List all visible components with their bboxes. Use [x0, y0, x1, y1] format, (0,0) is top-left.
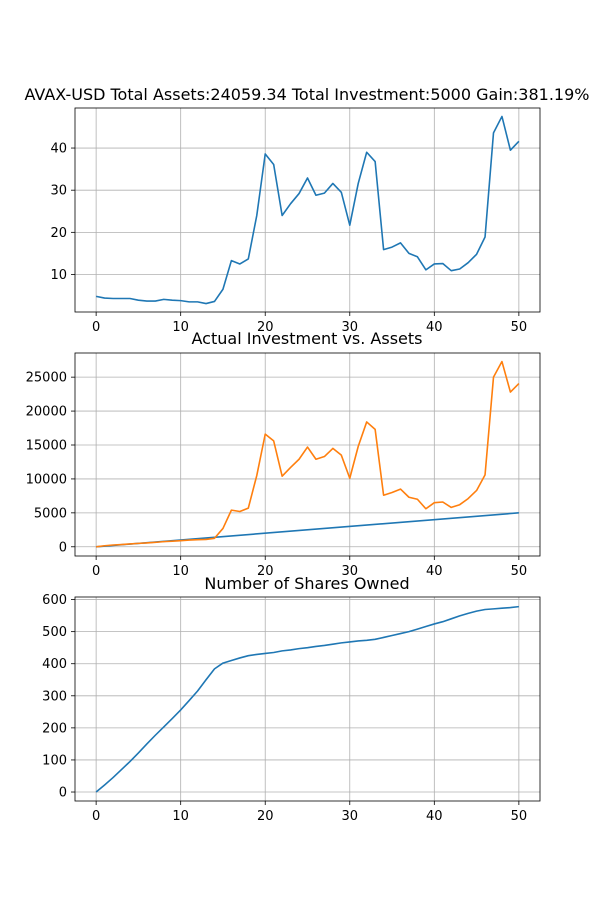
- y-tick-label: 40: [50, 142, 67, 157]
- y-tick-label: 25000: [26, 371, 67, 386]
- chart-title: Number of Shares Owned: [204, 574, 409, 593]
- y-tick-label: 400: [42, 657, 67, 672]
- y-tick-label: 30: [50, 184, 67, 199]
- y-tick-label: 10000: [26, 472, 67, 487]
- y-tick-label: 0: [59, 540, 67, 555]
- y-tick-label: 10: [50, 268, 67, 283]
- plot-frame: [74, 107, 541, 313]
- x-tick-label: 40: [426, 564, 443, 579]
- x-tick-label: 10: [172, 564, 189, 579]
- y-tick-label: 100: [42, 753, 67, 768]
- series-line-0: [95, 605, 519, 793]
- y-tick-label: 5000: [34, 506, 67, 521]
- chart-title: AVAX-USD Total Assets:24059.34 Total Inv…: [25, 85, 590, 104]
- x-tick-label: 40: [426, 320, 443, 335]
- y-tick-label: 0: [59, 786, 67, 801]
- series-line-1: [96, 360, 520, 548]
- x-tick-label: 30: [341, 320, 358, 335]
- y-tick-label: 300: [42, 689, 67, 704]
- x-tick-label: 30: [341, 809, 358, 824]
- x-tick-label: 20: [257, 320, 274, 335]
- plot-area: 0 10 20 30 40 50 0 5000 10000 15000 20000 25000: [26, 352, 541, 579]
- x-tick-label: 10: [172, 809, 189, 824]
- chart-title: Actual Investment vs. Assets: [192, 329, 423, 348]
- subplot-total-assets: AVAX-USD Total Assets:24059.34 Total Inv…: [25, 85, 590, 335]
- x-tick-label: 20: [257, 564, 274, 579]
- x-tick-label: 50: [511, 809, 528, 824]
- x-tick-label: 0: [92, 809, 100, 824]
- y-tick-label: 20: [50, 226, 67, 241]
- x-tick-label: 0: [92, 564, 100, 579]
- x-tick-label: 0: [92, 320, 100, 335]
- subplot-investment-vs-assets: Actual Investment vs. Assets 0 10 20 30 40 50…: [26, 329, 541, 579]
- x-tick-label: 20: [257, 809, 274, 824]
- x-tick-label: 30: [341, 564, 358, 579]
- x-tick-label: 40: [426, 809, 443, 824]
- y-tick-label: 20000: [26, 405, 67, 420]
- y-tick-label: 200: [42, 721, 67, 736]
- x-tick-label: 10: [172, 320, 189, 335]
- series-line-0: [95, 115, 520, 305]
- y-tick-label: 600: [42, 593, 67, 608]
- x-tick-label: 50: [511, 564, 528, 579]
- x-tick-label: 50: [511, 320, 528, 335]
- subplot-shares-owned: Number of Shares Owned 0 10 20 30 40 50010020…: [42, 574, 541, 824]
- plot-frame: [74, 352, 541, 557]
- y-tick-label: 500: [42, 625, 67, 640]
- plot-area: 0 10 20 30 40 50 10 20 30 40: [50, 107, 541, 335]
- y-tick-label: 15000: [26, 439, 67, 454]
- plot-frame: [74, 596, 541, 802]
